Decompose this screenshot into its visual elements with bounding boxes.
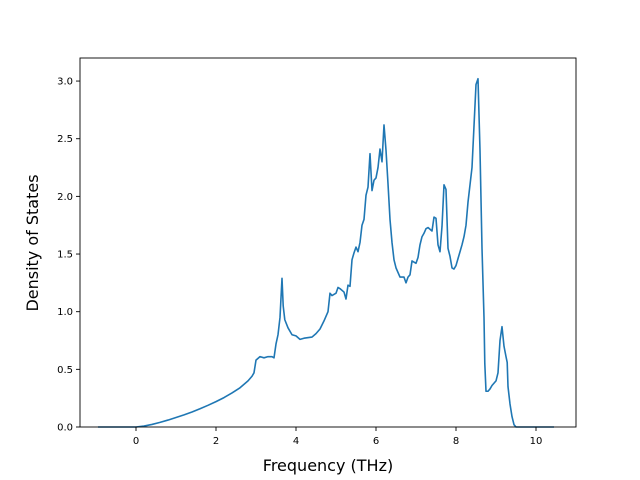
x-tick-label: 8	[453, 436, 459, 447]
x-tick-label: 2	[213, 436, 219, 447]
y-tick-label: 2.5	[57, 134, 73, 145]
y-tick-label: 0.0	[57, 423, 73, 434]
axes-frame	[79, 57, 577, 428]
y-axis-ticks: 0.0 0.5 1.0 1.5 2.0 2.5 3.0	[57, 77, 80, 434]
dos-series-line-0	[98, 77, 554, 428]
x-tick-label: 4	[293, 436, 299, 447]
plot-area	[79, 57, 577, 428]
x-tick-label: 6	[373, 436, 379, 447]
y-tick-label: 2.0	[57, 192, 73, 203]
x-tick-label: 10	[530, 436, 543, 447]
y-tick-label: 1.5	[57, 250, 73, 261]
x-axis-ticks: 0 2 4 6 8 10	[133, 427, 543, 447]
y-tick-label: 0.5	[57, 365, 73, 376]
x-axis-label: Frequency (THz)	[263, 456, 393, 475]
y-tick-label: 1.0	[57, 307, 73, 318]
y-axis-label: Density of States	[23, 174, 42, 311]
y-tick-label: 3.0	[57, 77, 73, 88]
x-tick-label: 0	[133, 436, 139, 447]
